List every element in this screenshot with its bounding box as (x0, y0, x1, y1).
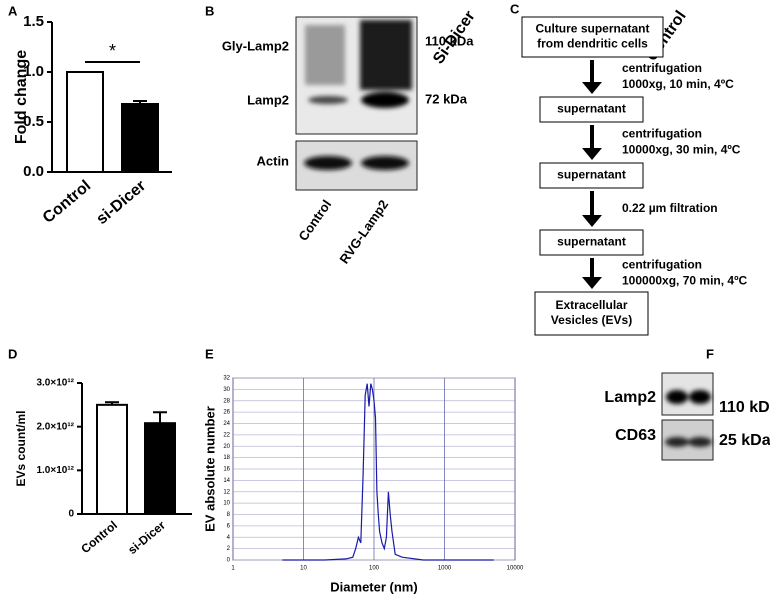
lane-label: Control (295, 197, 334, 243)
flow-arrowhead (582, 215, 602, 227)
flow-node-text: Extracellular (555, 298, 627, 312)
panel-letter: C (510, 1, 520, 16)
x-tick-label: Control (40, 177, 95, 227)
blot-band (665, 437, 689, 447)
flow-step-text: 100000xg, 70 min, 4ºC (622, 274, 747, 288)
panel-letter: A (8, 3, 18, 18)
size-distribution-line (282, 383, 494, 561)
x-tick-label: 10000 (507, 566, 524, 572)
blot-smear (305, 25, 345, 85)
flow-box (534, 291, 649, 336)
blot-band (361, 92, 409, 108)
row-label: CD63 (615, 427, 656, 444)
x-tick-label: si-Dicer (125, 518, 168, 557)
x-axis-label: Diameter (nm) (330, 579, 417, 594)
y-tick-label: 2 (227, 546, 231, 552)
flow-arrowhead (582, 277, 602, 289)
flow-step-text: centrifugation (622, 258, 702, 272)
size-label: 110 kDa (719, 399, 770, 416)
blot-bands (304, 156, 409, 170)
flow-step-text: 10000xg, 30 min, 4ºC (622, 143, 741, 157)
x-tick-label: 100 (369, 566, 380, 572)
y-axis-label: EV absolute number (202, 406, 217, 532)
y-tick-label: 8 (227, 512, 231, 518)
x-tick-label: 1000 (438, 566, 452, 572)
row-label: Gly-Lamp2 (222, 38, 289, 53)
y-tick-label: 4 (227, 535, 231, 541)
y-tick-label: 12 (223, 489, 230, 495)
blot-band (689, 390, 711, 404)
flow-node-text: Culture supernatant (535, 22, 649, 36)
blot-band (308, 96, 348, 104)
row-label: Actin (257, 153, 290, 168)
row-label: Lamp2 (247, 92, 289, 107)
flow-box (521, 16, 664, 58)
bar (96, 403, 128, 516)
flow-node-text: supernatant (557, 235, 626, 249)
y-tick-label: 14 (223, 478, 230, 484)
y-tick-label: 22 (223, 432, 230, 438)
size-label: 25 kDa (719, 432, 770, 449)
blot-band (304, 156, 352, 170)
blot-band (688, 437, 712, 447)
bar (66, 71, 104, 173)
blot-bands (665, 390, 712, 447)
blot-band (666, 390, 688, 404)
panel-letter: E (205, 346, 214, 361)
x-tick-label: si-Dicer (93, 177, 149, 228)
y-axis-label: Fold change (13, 50, 30, 144)
y-tick-label: 1.0×10¹² (36, 465, 74, 476)
flow-box (539, 162, 644, 189)
significance-mark: * (109, 41, 116, 61)
y-tick-label: 32 (223, 376, 230, 382)
flow-step-text: centrifugation (622, 61, 702, 75)
x-tick-label: 10 (300, 566, 307, 572)
size-label: 110 kDa (425, 33, 474, 48)
flow-node-text: from dendritic cells (537, 37, 648, 51)
flow-node-text: supernatant (557, 102, 626, 116)
flow-box (539, 96, 644, 123)
y-tick-label: 0 (68, 509, 74, 520)
x-tick-label: Control (78, 518, 120, 556)
x-tick-label: 1 (231, 566, 235, 572)
y-tick-label: 1.0 (23, 63, 44, 80)
y-tick-label: 6 (227, 523, 231, 529)
y-tick-label: 0.0 (23, 163, 44, 180)
flow-box (539, 229, 644, 256)
y-tick-label: 20 (223, 444, 230, 450)
y-tick-label: 30 (223, 387, 230, 393)
y-tick-label: 18 (223, 455, 230, 461)
bar (121, 103, 159, 173)
panel-letter: D (8, 346, 17, 361)
panel-letter: F (706, 346, 714, 361)
y-tick-label: 16 (223, 467, 230, 473)
y-tick-label: 3.0×10¹² (36, 378, 74, 389)
size-label: 72 kDa (425, 91, 468, 106)
lane-label: RVG-Lamp2 (336, 197, 391, 266)
flow-step-text: centrifugation (622, 127, 702, 141)
bar (144, 422, 176, 516)
flow-step-text: 1000xg, 10 min, 4ºC (622, 77, 734, 91)
y-tick-label: 0.5 (23, 113, 44, 130)
y-tick-label: 0 (227, 558, 231, 564)
y-tick-label: 26 (223, 410, 230, 416)
flow-step-text: 0.22 µm filtration (622, 201, 718, 215)
y-tick-label: 10 (223, 501, 230, 507)
flow-arrowhead (582, 82, 602, 94)
flow-node-text: Vesicles (EVs) (551, 313, 632, 327)
row-label: Lamp2 (604, 389, 656, 406)
y-tick-label: 1.5 (23, 13, 44, 30)
y-tick-label: 28 (223, 398, 230, 404)
blot-band (361, 156, 409, 170)
blot-smear (360, 20, 412, 90)
panel-letter: B (205, 3, 214, 18)
flow-node-text: supernatant (557, 168, 626, 182)
y-tick-label: 24 (223, 421, 230, 427)
blot-bands (305, 20, 412, 108)
y-axis-label: EVs count/ml (14, 410, 28, 486)
flow-arrowhead (582, 148, 602, 160)
y-tick-label: 2.0×10¹² (36, 421, 74, 432)
